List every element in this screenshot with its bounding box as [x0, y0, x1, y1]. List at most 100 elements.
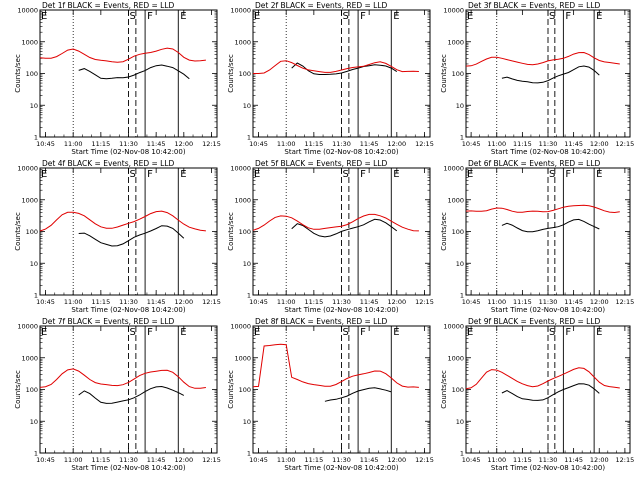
x-tick-label: 11:30 [332, 456, 351, 464]
x-axis-label: Start Time (02-Nov-08 10:42:00) [284, 306, 398, 314]
chart-title: Det 7f BLACK = Events, RED = LLD [42, 317, 175, 326]
series-line-lld [252, 343, 419, 388]
series-line-events [78, 64, 190, 80]
x-tick-label: 12:15 [616, 298, 635, 306]
chart-title: Det 4f BLACK = Events, RED = LLD [42, 159, 175, 168]
marker-left: E [254, 169, 260, 180]
series-line-lld [39, 47, 206, 63]
y-tick-label: 10 [30, 260, 38, 268]
x-tick-label: 11:45 [147, 456, 166, 464]
x-tick-label: 12:00 [590, 298, 609, 306]
marker-middle2: F [147, 169, 153, 180]
y-tick-label: 100 [26, 70, 38, 78]
marker-middle: S [549, 327, 555, 338]
y-tick-label: 1 [34, 450, 38, 458]
x-tick-label: 12:00 [387, 140, 406, 148]
y-tick-label: 100 [452, 228, 464, 236]
y-tick-label: 1 [34, 134, 38, 142]
chart-title: Det 2f BLACK = Events, RED = LLD [255, 1, 388, 10]
marker-right: E [596, 169, 602, 180]
y-tick-label: 10000 [230, 165, 251, 173]
series-line-events [291, 62, 398, 75]
marker-right: E [393, 327, 399, 338]
marker-right: E [180, 169, 186, 180]
x-tick-label: 11:00 [277, 298, 296, 306]
series-line-lld [253, 60, 419, 74]
marker-right: E [180, 11, 186, 22]
x-tick-label: 11:15 [304, 456, 323, 464]
x-tick-label: 11:45 [360, 298, 379, 306]
x-tick-label: 11:00 [277, 140, 296, 148]
marker-left: E [41, 11, 47, 22]
chart-title: Det 3f BLACK = Events, RED = LLD [468, 1, 601, 10]
y-tick-label: 1 [247, 450, 251, 458]
chart-panel-7: Det 7f BLACK = Events, RED = LLD 1 10 100 10… [14, 317, 221, 472]
marker-right: E [596, 11, 602, 22]
x-tick-label: 12:00 [174, 140, 193, 148]
series-line-events [324, 387, 392, 402]
series-line-events [501, 383, 600, 401]
x-tick-label: 10:45 [462, 298, 481, 306]
y-tick-label: 100 [452, 386, 464, 394]
chart-title: Det 5f BLACK = Events, RED = LLD [255, 159, 388, 168]
series-line-lld [465, 367, 620, 390]
chart-panel-1: Det 1f BLACK = Events, RED = LLD 1 10 100 10… [14, 1, 221, 156]
marker-middle: S [130, 11, 136, 22]
y-tick-label: 1 [247, 134, 251, 142]
x-tick-label: 11:15 [91, 456, 110, 464]
x-tick-label: 11:00 [277, 456, 296, 464]
y-axis-label: Counts/sec [14, 54, 22, 93]
y-tick-label: 10 [456, 102, 464, 110]
x-tick-label: 11:15 [91, 298, 110, 306]
x-axis-label: Start Time (02-Nov-08 10:42:00) [71, 148, 185, 156]
x-tick-label: 10:45 [462, 140, 481, 148]
x-tick-label: 12:15 [415, 456, 434, 464]
marker-middle: S [130, 327, 136, 338]
x-tick-label: 12:15 [415, 298, 434, 306]
x-axis-label: Start Time (02-Nov-08 10:42:00) [491, 148, 605, 156]
y-tick-label: 10000 [443, 323, 464, 331]
x-tick-label: 11:45 [360, 456, 379, 464]
chart-panel-9: Det 9f BLACK = Events, RED = LLD 1 10 100 10… [440, 317, 634, 472]
x-tick-label: 12:00 [387, 456, 406, 464]
marker-middle: S [130, 169, 136, 180]
x-tick-label: 10:45 [249, 298, 268, 306]
marker-middle: S [343, 169, 349, 180]
x-tick-label: 11:30 [332, 298, 351, 306]
x-tick-label: 11:30 [332, 140, 351, 148]
y-axis-label: Counts/sec [227, 212, 235, 251]
marker-right: E [180, 327, 186, 338]
y-axis-label: Counts/sec [440, 54, 448, 93]
x-tick-label: 11:15 [513, 140, 532, 148]
chart-panel-6: Det 6f BLACK = Events, RED = LLD 1 10 100 10… [440, 159, 634, 314]
y-tick-label: 10000 [230, 7, 251, 15]
y-tick-label: 10000 [17, 7, 38, 15]
x-tick-label: 12:00 [174, 456, 193, 464]
y-tick-label: 10 [243, 102, 251, 110]
y-tick-label: 1000 [21, 354, 38, 362]
marker-middle: S [549, 11, 555, 22]
x-tick-label: 12:00 [590, 456, 609, 464]
marker-middle2: F [360, 169, 366, 180]
x-tick-label: 10:45 [249, 140, 268, 148]
chart-panel-8: Det 8f BLACK = Events, RED = LLD 1 10 100 10… [227, 317, 434, 472]
y-tick-label: 100 [452, 70, 464, 78]
series-line-lld [39, 210, 206, 232]
x-axis-label: Start Time (02-Nov-08 10:42:00) [71, 464, 185, 472]
y-tick-label: 10 [243, 418, 251, 426]
marker-right: E [393, 11, 399, 22]
x-tick-label: 10:45 [36, 456, 55, 464]
marker-middle2: F [360, 327, 366, 338]
y-tick-label: 10 [243, 260, 251, 268]
y-tick-label: 1000 [21, 196, 38, 204]
y-axis-label: Counts/sec [14, 212, 22, 251]
marker-left: E [254, 327, 260, 338]
x-tick-label: 11:45 [564, 298, 583, 306]
x-axis-label: Start Time (02-Nov-08 10:42:00) [284, 464, 398, 472]
y-tick-label: 1 [460, 450, 464, 458]
x-tick-label: 11:00 [64, 456, 83, 464]
series-line-lld [252, 213, 419, 232]
y-tick-label: 10 [456, 418, 464, 426]
y-tick-label: 100 [239, 70, 251, 78]
